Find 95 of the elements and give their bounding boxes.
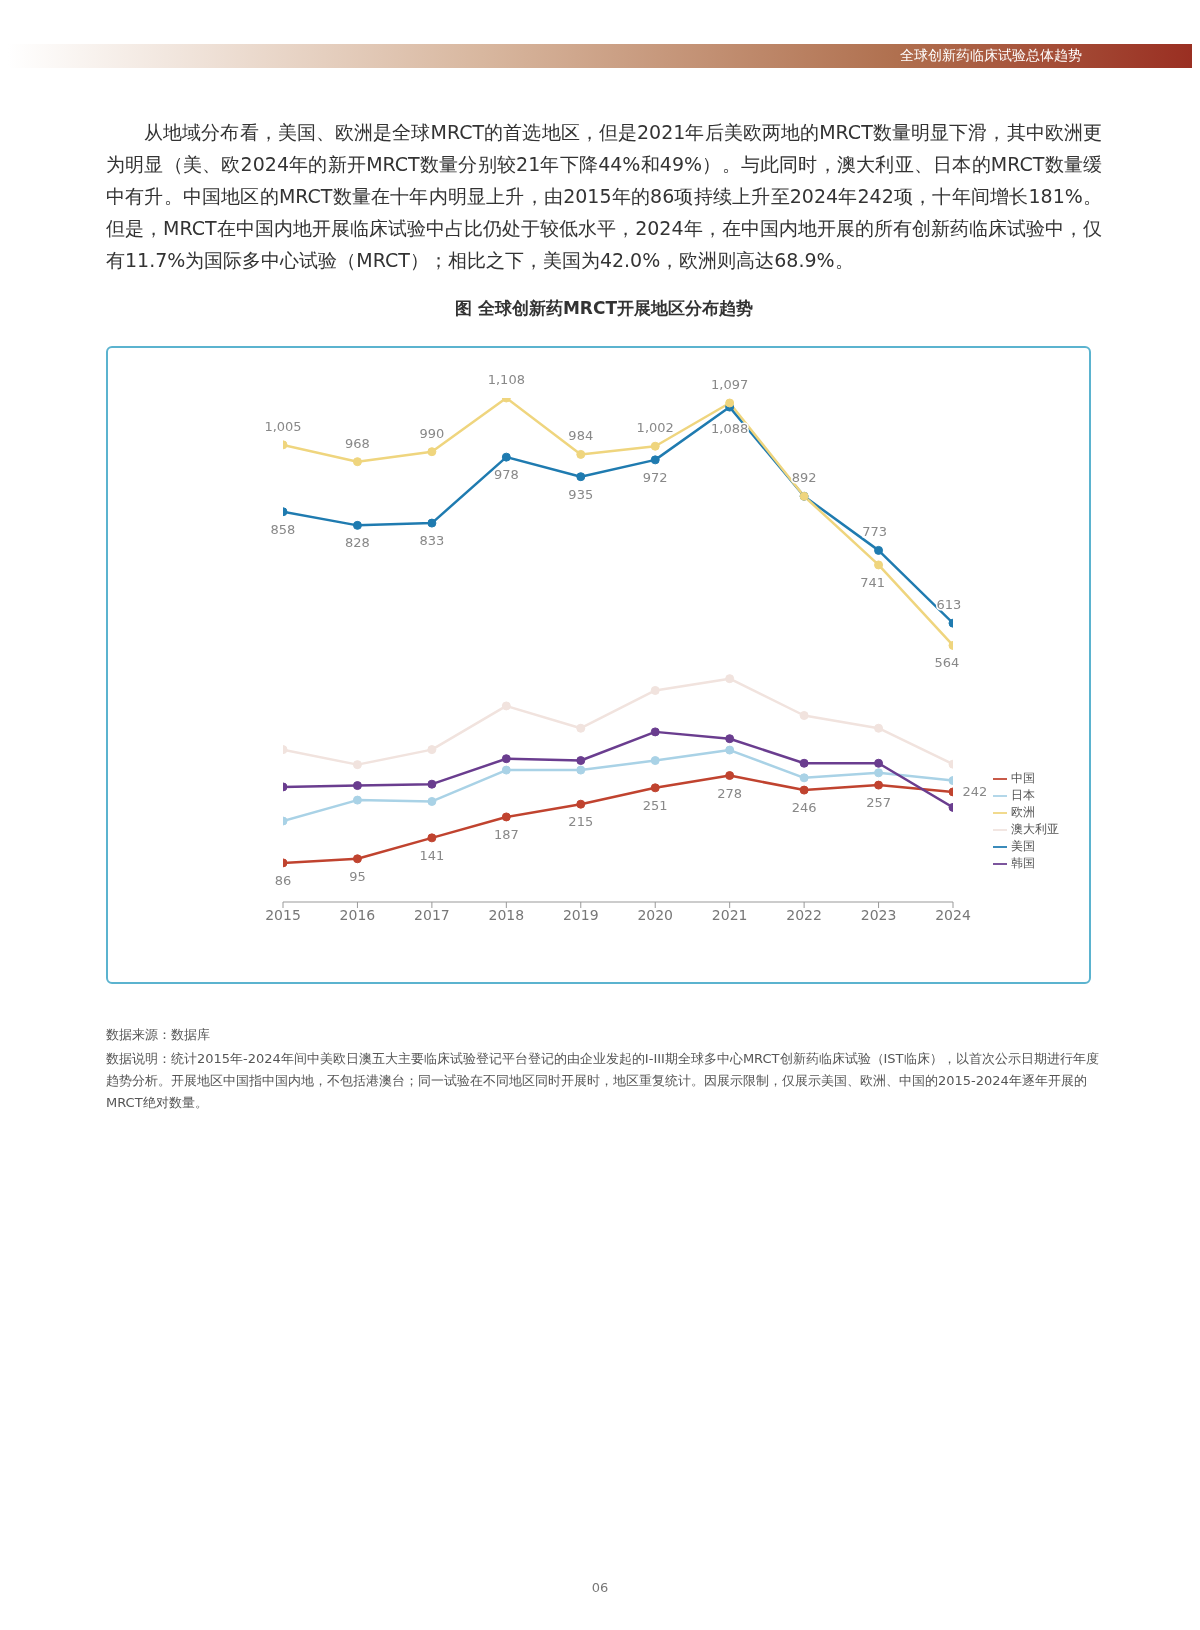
data-label: 86 [274, 872, 292, 888]
point [874, 780, 884, 790]
point [427, 518, 437, 528]
x-tick-label: 2017 [414, 906, 450, 923]
point [799, 773, 809, 783]
data-label: 278 [717, 785, 743, 801]
data-label: 141 [419, 847, 445, 863]
point [576, 472, 586, 482]
x-tick-label: 2019 [562, 906, 599, 923]
data-label: 968 [345, 435, 370, 451]
legend-label: 中国 [1011, 771, 1035, 785]
text: 06 [590, 1580, 610, 1595]
data-label: 1,108 [487, 372, 525, 387]
point [725, 771, 735, 781]
point [501, 701, 511, 711]
data-label: 990 [419, 425, 445, 441]
point [874, 758, 884, 768]
point [725, 734, 735, 744]
data-label: 984 [568, 428, 594, 444]
point [874, 560, 884, 570]
point [352, 760, 362, 770]
data-label: 773 [862, 524, 887, 540]
data-label: 246 [791, 800, 817, 816]
point [799, 785, 809, 795]
text: 从地域分布看，美国、欧洲是全球MRCT的首选地区，但是2021年后美欧两地的MRCT数量明显下滑，其中欧洲更为明显（美、欧2024年的新开MRCT数量分别较21年下降44%和49%）。与此同时，澳大利亚、日本的MRCT数量缓中有升。中国地区的MRCT数量在十年内明显上升，由2015年的86项持续上升至2024年242项，十年间增长181%。但是，MRCT在中国内地开展临床试验中占比仍处于较低水平，2024年，在中国内地开展的所有创新药临床试验中，仅有11.7%为国际多中心试验（MRCT）；相比之下，美国为42.0%，欧洲则高达68.9%。 [106, 120, 1102, 273]
point [501, 765, 511, 775]
point [576, 765, 586, 775]
point [352, 457, 362, 467]
point [650, 441, 660, 451]
legend-label: 韩国 [1011, 856, 1035, 870]
text: 数据说明：统计2015年-2024年间中美欧日澳五大主要临床试验登记平台登记的由企业发起的I-III期全球多中心MRCT创新药临床试验（IST临床），以首次公示日期进行年度趋势分析。开展地区中国指中国内地，不包括港澳台；同一试验在不同地区同时开展时，地区重复统计。因展示限制，仅展示美国、欧洲、中国的2015-2024年逐年开展的MRCT绝对数量。 [106, 1050, 1100, 1112]
x-tick-label: 2021 [711, 906, 748, 923]
point [427, 779, 437, 789]
point [650, 685, 660, 695]
point [650, 455, 660, 465]
point [501, 812, 511, 822]
data-label: 858 [270, 521, 296, 537]
x-tick-label: 2022 [786, 906, 822, 923]
data-label: 828 [345, 535, 370, 551]
point [650, 783, 660, 793]
point [427, 796, 437, 806]
point [725, 398, 735, 408]
point [427, 447, 437, 457]
x-tick-label: 2016 [339, 906, 376, 923]
legend-label: 澳大利亚 [1011, 822, 1059, 836]
point [576, 799, 586, 809]
data-label: 187 [493, 826, 519, 842]
x-tick-label: 2020 [637, 906, 674, 923]
x-tick-label: 2024 [935, 906, 971, 923]
chart-title: 图 全球创新药MRCT开展地区分布趋势 [454, 297, 754, 320]
data-label: 1,097 [711, 377, 749, 392]
data-label: 1,005 [264, 418, 302, 434]
data-label: 251 [642, 797, 668, 813]
data-label: 257 [866, 795, 891, 811]
point [874, 723, 884, 733]
data-label: 935 [568, 486, 594, 502]
point [501, 452, 511, 462]
point [874, 768, 884, 778]
legend-label: 美国 [1011, 839, 1035, 853]
point [352, 520, 362, 530]
x-tick-label: 2018 [488, 906, 525, 923]
point [576, 723, 586, 733]
point [650, 756, 660, 766]
point [725, 674, 735, 684]
point [427, 745, 437, 755]
data-label: 95 [349, 868, 366, 884]
point [799, 711, 809, 720]
point [352, 795, 362, 805]
point [650, 727, 660, 737]
data-label: 1,002 [636, 420, 674, 436]
text: 全球创新药临床试验总体趋势 [900, 47, 1082, 65]
x-tick-label: 2015 [265, 906, 301, 923]
data-label: 972 [642, 469, 668, 485]
point [576, 449, 586, 459]
legend-label: 日本 [1011, 788, 1035, 802]
legend-label: 欧洲 [1011, 805, 1035, 819]
point [427, 833, 437, 843]
data-label: 1,088 [711, 421, 749, 437]
x-tick-label: 2023 [860, 906, 897, 923]
point [799, 758, 809, 768]
data-label: 892 [791, 470, 817, 486]
point [874, 545, 884, 555]
data-label: 833 [419, 533, 445, 549]
point [352, 781, 362, 791]
data-label: 978 [493, 467, 519, 483]
point [352, 854, 362, 864]
point [576, 756, 586, 766]
data-label: 215 [568, 814, 594, 830]
point [725, 745, 735, 755]
data-label: 741 [860, 574, 885, 590]
data-label: 613 [936, 597, 962, 613]
data-label: 564 [934, 655, 960, 671]
point [501, 754, 511, 764]
data-label: 242 [962, 783, 988, 799]
source-note: 数据来源：数据库 [106, 1026, 211, 1044]
